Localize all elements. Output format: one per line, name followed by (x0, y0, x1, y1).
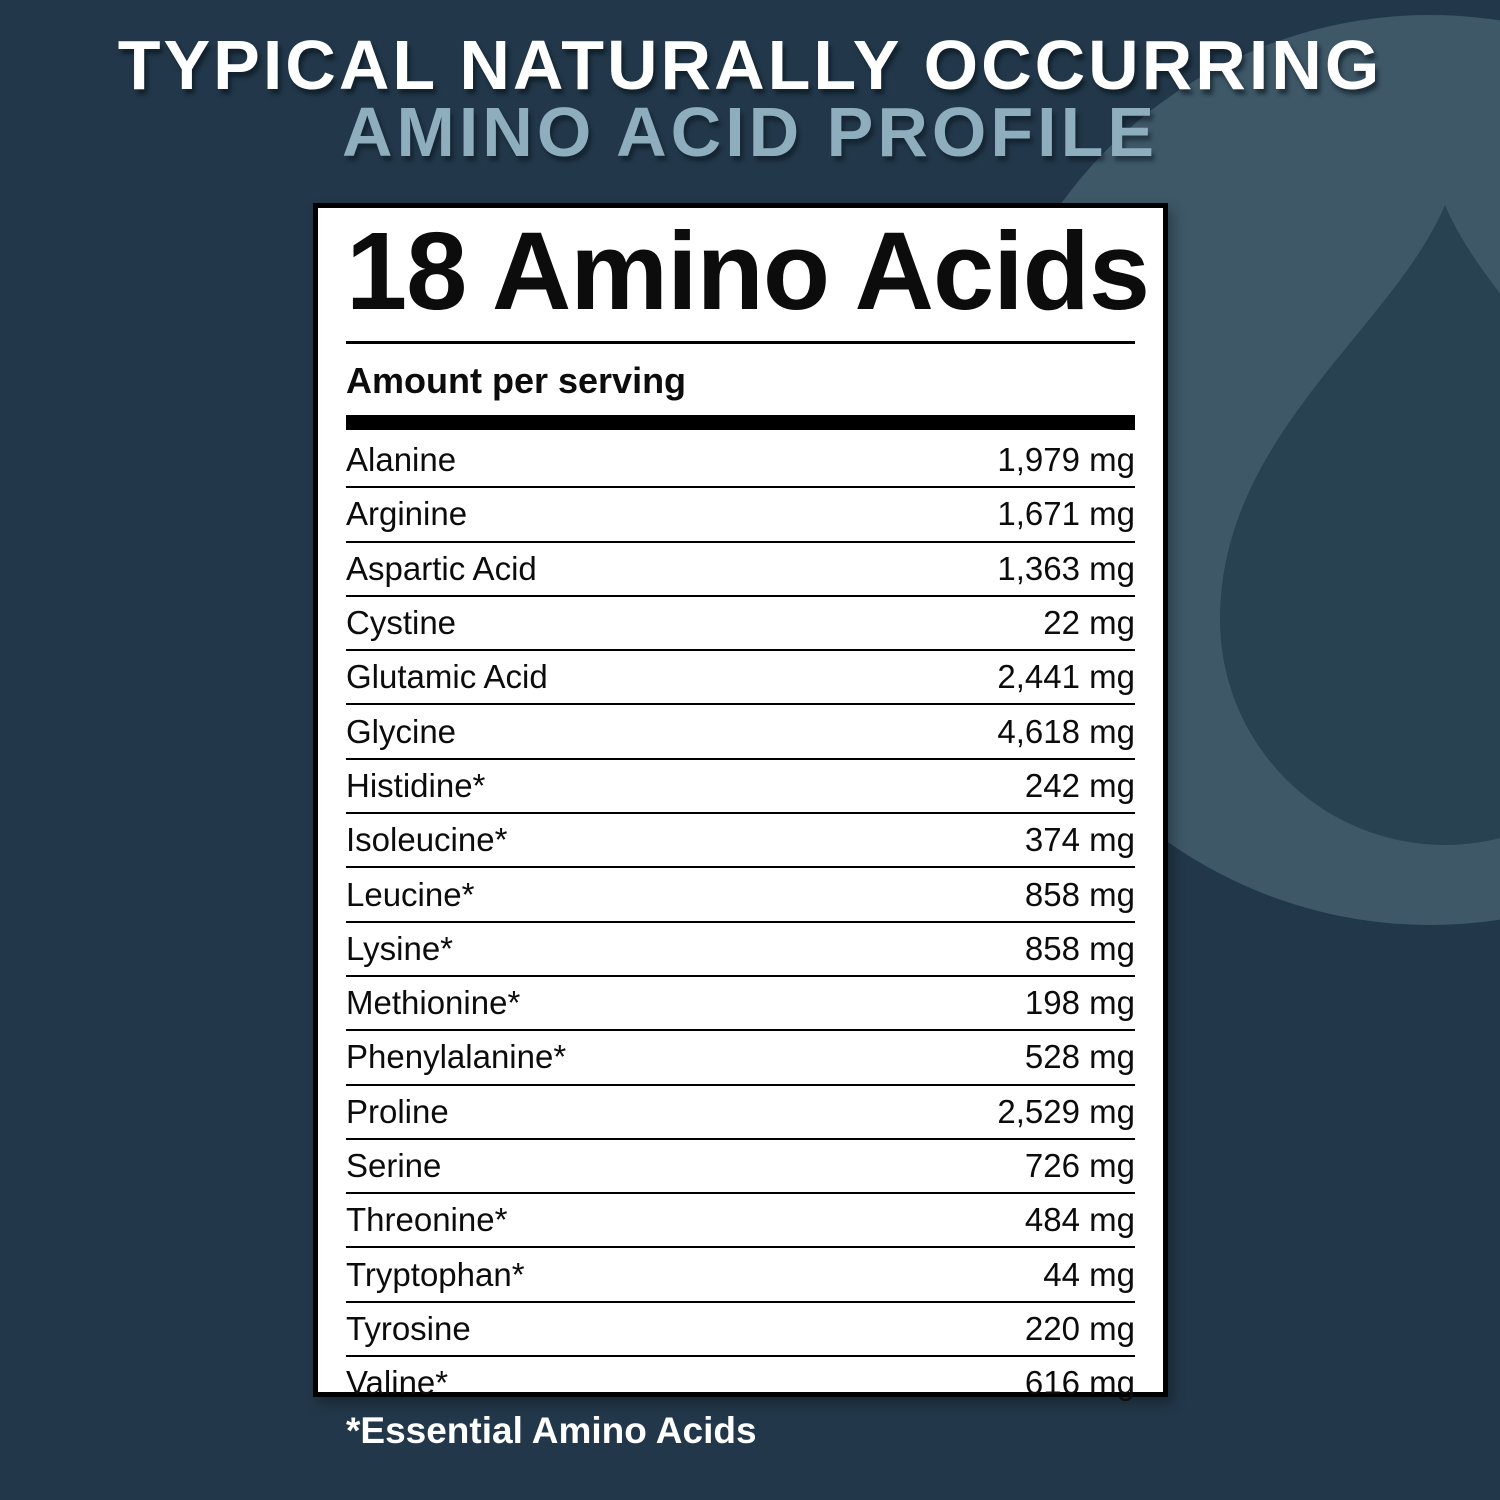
table-row: Histidine* 242 mg (346, 760, 1135, 815)
table-row: Valine* 616 mg (346, 1357, 1135, 1409)
amino-acid-name: Methionine* (346, 984, 521, 1022)
amino-acid-name: Valine* (346, 1364, 449, 1402)
thick-divider-bar (346, 415, 1135, 430)
amino-acid-name: Serine (346, 1147, 442, 1184)
table-row: Lysine* 858 mg (346, 923, 1135, 977)
essential-amino-acids-footnote: *Essential Amino Acids (346, 1410, 757, 1451)
table-row: Threonine* 484 mg (346, 1194, 1135, 1249)
amino-acid-name: Glycine (346, 712, 457, 750)
amino-acid-amount: 528 mg (1024, 1038, 1135, 1076)
amino-acid-name: Aspartic Acid (346, 549, 537, 587)
table-row: Cystine 22 mg (346, 597, 1135, 652)
table-row: Alanine 1,979 mg (346, 434, 1135, 489)
table-row: Tryptophan* 44 mg (346, 1248, 1135, 1303)
amino-acid-amount: 2,529 mg (997, 1092, 1135, 1130)
table-row: Tyrosine 220 mg (346, 1303, 1135, 1358)
amino-acid-amount: 2,441 mg (997, 658, 1135, 696)
amino-acid-amount: 198 mg (1024, 984, 1135, 1022)
amino-acid-amount: 1,363 mg (997, 549, 1135, 587)
amino-acid-name: Glutamic Acid (346, 658, 548, 696)
table-row: Glutamic Acid 2,441 mg (346, 651, 1135, 706)
card-subheading: Amount per serving (346, 360, 687, 401)
page-title-line2: AMINO ACID PROFILE (341, 93, 1159, 171)
amino-acid-name: Phenylalanine* (346, 1038, 567, 1076)
table-row: Glycine 4,618 mg (346, 705, 1135, 760)
amino-acid-amount: 220 mg (1024, 1309, 1135, 1347)
table-row: Leucine* 858 mg (346, 868, 1135, 923)
amino-acid-name: Proline (346, 1092, 449, 1130)
amino-acid-name: Alanine (346, 441, 457, 479)
amino-acid-amount: 374 mg (1024, 821, 1135, 859)
amino-acid-amount: 858 mg (1024, 875, 1135, 913)
amino-acid-amount: 242 mg (1024, 766, 1135, 804)
amino-acid-name: Tyrosine (346, 1309, 471, 1347)
amino-acid-table: Alanine 1,979 mg Arginine 1,671 mg Aspar… (346, 434, 1135, 1409)
amino-acid-amount: 858 mg (1024, 929, 1135, 967)
amino-acid-name: Tryptophan* (346, 1255, 525, 1293)
table-row: Methionine* 198 mg (346, 977, 1135, 1032)
amino-acid-amount: 44 mg (1043, 1255, 1135, 1293)
amino-acid-name: Isoleucine* (346, 821, 508, 859)
water-drop-icon (1220, 205, 1500, 845)
amino-acid-amount: 484 mg (1024, 1201, 1135, 1239)
amino-acid-name: Cystine (346, 604, 457, 642)
table-row: Serine 726 mg (346, 1140, 1135, 1195)
table-row: Aspartic Acid 1,363 mg (346, 543, 1135, 597)
amino-acid-name: Lysine* (346, 929, 454, 967)
amino-acid-name: Histidine* (346, 766, 486, 804)
table-row: Arginine 1,671 mg (346, 488, 1135, 543)
table-row: Proline 2,529 mg (346, 1086, 1135, 1140)
amino-acid-name: Leucine* (346, 875, 475, 913)
amino-acid-name: Threonine* (346, 1201, 508, 1239)
table-row: Phenylalanine* 528 mg (346, 1031, 1135, 1086)
amino-acid-name: Arginine (346, 495, 468, 533)
card-heading: 18 Amino Acids (346, 210, 1150, 333)
table-row: Isoleucine* 374 mg (346, 814, 1135, 869)
page-title-line1: TYPICAL NATURALLY OCCURRING (117, 26, 1383, 104)
heading-divider (346, 341, 1135, 344)
amino-acid-amount: 1,671 mg (997, 495, 1135, 533)
amino-acid-amount: 616 mg (1024, 1364, 1135, 1402)
page-title: TYPICAL NATURALLY OCCURRING AMINO ACID P… (0, 0, 1500, 167)
amino-acid-amount: 1,979 mg (997, 441, 1135, 479)
amino-acid-label-card: 18 Amino Acids Amount per serving Alanin… (313, 203, 1168, 1401)
amino-acid-amount: 22 mg (1043, 604, 1135, 642)
amino-acid-amount: 726 mg (1024, 1147, 1135, 1184)
amino-acid-amount: 4,618 mg (997, 712, 1135, 750)
